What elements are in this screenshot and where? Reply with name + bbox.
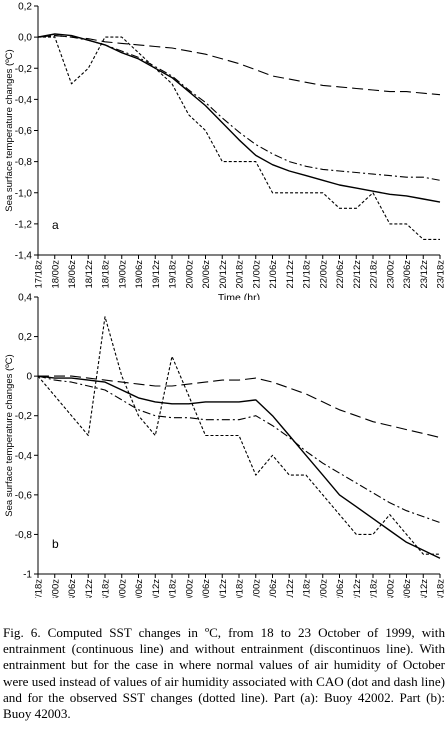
- x-tick-label: 23/18z: [436, 260, 447, 289]
- series-dashed-line: [37, 35, 441, 96]
- panel-label: a: [52, 218, 59, 232]
- x-tick-label: 20/12z: [218, 260, 229, 289]
- x-tick-label: 21/06z: [268, 260, 279, 289]
- x-tick-label: 22/12z: [352, 579, 363, 598]
- x-tick-label: 18/00z: [50, 579, 61, 598]
- x-tick-label: 21/18z: [302, 579, 313, 598]
- x-tick-label: 23/12z: [419, 260, 430, 289]
- series-dot-dash-line: [37, 375, 441, 524]
- panel-label: b: [52, 537, 59, 551]
- y-tick-label: -0,2: [15, 64, 33, 75]
- x-tick-label: 21/12z: [285, 579, 296, 598]
- x-tick-label: 18/18z: [101, 579, 112, 598]
- series-dotted-line: [38, 36, 440, 240]
- x-tick-label: 20/00z: [184, 260, 195, 289]
- x-tick-label: 22/06z: [335, 260, 346, 289]
- x-tick-label: 19/00z: [117, 260, 128, 289]
- x-tick-label: 20/18z: [235, 260, 246, 289]
- x-tick-label: 20/00z: [184, 579, 195, 598]
- chart-a: 0,2 0,0 -0,2 -0,4 -0,6 -0,8 -1,0 -1,2 -1,417/18z…: [4, 2, 447, 301]
- x-tick-label: 22/06z: [335, 579, 346, 598]
- y-tick-label: -1,0: [15, 188, 33, 199]
- x-tick-label: 22/18z: [369, 260, 380, 289]
- x-tick-label: 22/00z: [318, 579, 329, 598]
- y-tick-label: -0,2: [15, 411, 33, 422]
- x-tick-label: 21/18z: [302, 260, 313, 289]
- x-tick-label: 20/06z: [201, 260, 212, 289]
- x-tick-label: 23/00z: [385, 260, 396, 289]
- figure-caption: Fig. 6. Computed SST changes in ºC, from…: [3, 625, 445, 722]
- x-tick-label: 23/18z: [436, 579, 447, 598]
- series-dotted-line: [37, 316, 440, 555]
- x-tick-label: 17/18z: [34, 260, 45, 289]
- y-tick-label: 0,4: [18, 293, 32, 304]
- series-dashed-line: [38, 375, 441, 439]
- x-tick-label: 22/00z: [318, 260, 329, 289]
- x-tick-label: 18/12z: [84, 579, 95, 598]
- y-tick-label: 0,2: [18, 332, 32, 343]
- y-tick-label: -0,6: [15, 490, 33, 501]
- x-tick-label: 23/12z: [419, 579, 430, 598]
- x-tick-label: 20/18z: [235, 579, 246, 598]
- x-tick-label: 19/18z: [168, 579, 179, 598]
- x-tick-label: 19/12z: [151, 579, 162, 598]
- x-tick-label: 18/18z: [101, 260, 112, 289]
- y-tick-label: -1,4: [15, 251, 33, 262]
- x-tick-label: 18/06z: [67, 260, 78, 289]
- chart-b: 0,4 0,2 0 -0,2 -0,4 -0,6 -0,8 -117/18z 18/00z 18/…: [4, 293, 447, 599]
- x-tick-label: 23/06z: [402, 260, 413, 289]
- x-tick-label: 19/18z: [168, 260, 179, 289]
- x-tick-label: 19/00z: [117, 579, 128, 598]
- y-tick-label: -0,8: [15, 157, 33, 168]
- x-tick-label: 18/06z: [67, 579, 78, 598]
- x-tick-label: 21/06z: [268, 579, 279, 598]
- x-tick-label: 18/00z: [50, 260, 61, 289]
- y-axis-title: Sea surface temperature changes (ºC): [4, 354, 15, 516]
- y-tick-label: 0,0: [18, 33, 32, 44]
- y-tick-label: -1,2: [15, 219, 33, 230]
- x-tick-label: 23/06z: [402, 579, 413, 598]
- x-tick-label: 19/12z: [151, 260, 162, 289]
- x-tick-label: 17/18z: [34, 579, 45, 598]
- y-tick-label: 0,2: [18, 2, 32, 13]
- y-tick-label: -0,4: [15, 95, 33, 106]
- x-tick-label: 18/12z: [84, 260, 95, 289]
- x-tick-label: 19/06z: [134, 579, 145, 598]
- x-tick-label: 20/12z: [218, 579, 229, 598]
- y-tick-label: -0,6: [15, 126, 33, 137]
- x-axis-title: Time (hr): [218, 292, 260, 300]
- series-continuous-line: [37, 33, 441, 203]
- y-tick-label: -0,8: [15, 530, 33, 541]
- series-dot-dash-line: [37, 35, 441, 181]
- x-tick-label: 22/12z: [352, 260, 363, 289]
- x-tick-label: 22/18z: [369, 579, 380, 598]
- y-tick-label: -1: [23, 570, 32, 581]
- x-tick-label: 19/06z: [134, 260, 145, 289]
- y-tick-label: 0: [26, 372, 32, 383]
- x-tick-label: 21/00z: [251, 579, 262, 598]
- x-tick-label: 23/00z: [385, 579, 396, 598]
- x-tick-label: 20/06z: [201, 579, 212, 598]
- series-continuous-line: [37, 375, 441, 559]
- x-tick-label: 21/00z: [251, 260, 262, 289]
- x-tick-label: 21/12z: [285, 260, 296, 289]
- y-tick-label: -0,4: [15, 451, 33, 462]
- y-axis-title: Sea surface temperature changes (ºC): [4, 49, 15, 211]
